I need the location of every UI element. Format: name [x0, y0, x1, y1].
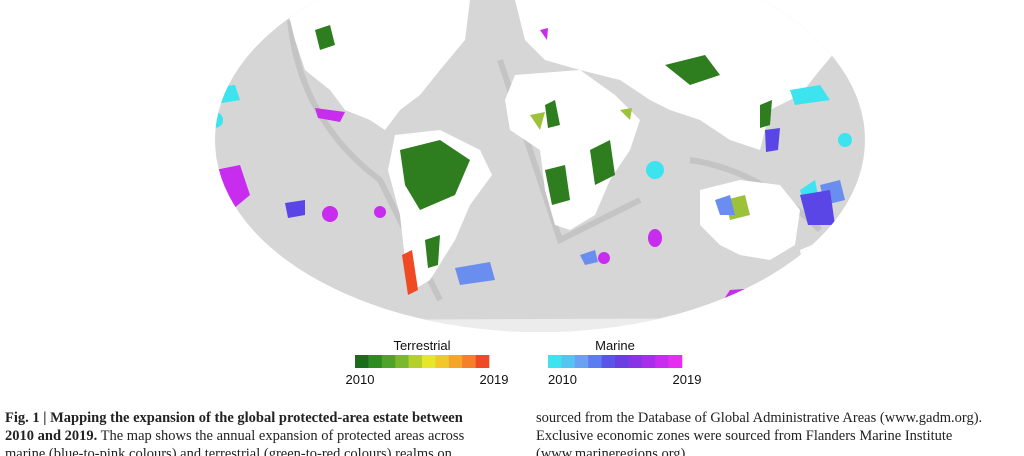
legend-swatch — [668, 355, 683, 368]
caption-text: The map shows the annual expansion of pr… — [97, 428, 464, 444]
caption-text: marine (blue-to-pink colours) and terres… — [5, 446, 453, 456]
legend-swatch — [435, 355, 450, 368]
caption-line: marine (blue-to-pink colours) and terres… — [5, 446, 453, 456]
caption-line: (www.marineregions.org). — [536, 446, 689, 456]
legend-start: 2010 — [548, 372, 577, 387]
legend-swatch — [475, 355, 490, 368]
legend-swatch — [355, 355, 369, 368]
legend-swatch — [381, 355, 396, 368]
caption-line: sourced from the Database of Global Admi… — [536, 410, 982, 426]
legend-title: Marine — [595, 338, 635, 353]
legend-swatch — [395, 355, 409, 368]
caption-line: Exclusive economic zones were sourced fr… — [536, 428, 952, 444]
legend-swatch — [368, 355, 383, 368]
legend-start: 2010 — [346, 372, 375, 387]
legend-swatch — [548, 355, 562, 368]
legend-swatch — [655, 355, 669, 368]
legend-end: 2019 — [673, 372, 702, 387]
legend-end: 2019 — [480, 372, 509, 387]
legend-swatch — [641, 355, 656, 368]
caption-text: Exclusive economic zones were sourced fr… — [536, 428, 952, 444]
legend-swatch — [628, 355, 643, 368]
legend-title: Terrestrial — [393, 338, 450, 353]
legend-swatch — [448, 355, 463, 368]
legends: Terrestrial 2010 2019 Marine 2010 2019 — [346, 338, 702, 387]
legend-swatch — [408, 355, 423, 368]
caption-line: 2010 and 2019. The map shows the annual … — [5, 428, 465, 444]
legend-swatch — [422, 355, 436, 368]
legend-swatch — [588, 355, 602, 368]
caption-text: sourced from the Database of Global Admi… — [536, 410, 982, 426]
caption: Fig. 1 | Mapping the expansion of the gl… — [5, 410, 982, 456]
caption-text: 2010 and 2019. — [5, 428, 97, 444]
caption-text: Fig. 1 | Mapping the expansion of the gl… — [5, 410, 463, 426]
caption-line: Fig. 1 | Mapping the expansion of the gl… — [5, 410, 463, 426]
legend-swatch — [561, 355, 576, 368]
world-map — [215, 0, 865, 332]
legend-swatch — [601, 355, 616, 368]
caption-text: (www.marineregions.org). — [536, 446, 689, 456]
legend-swatch — [615, 355, 629, 368]
legend-swatch — [574, 355, 589, 368]
legend-swatch — [462, 355, 476, 368]
